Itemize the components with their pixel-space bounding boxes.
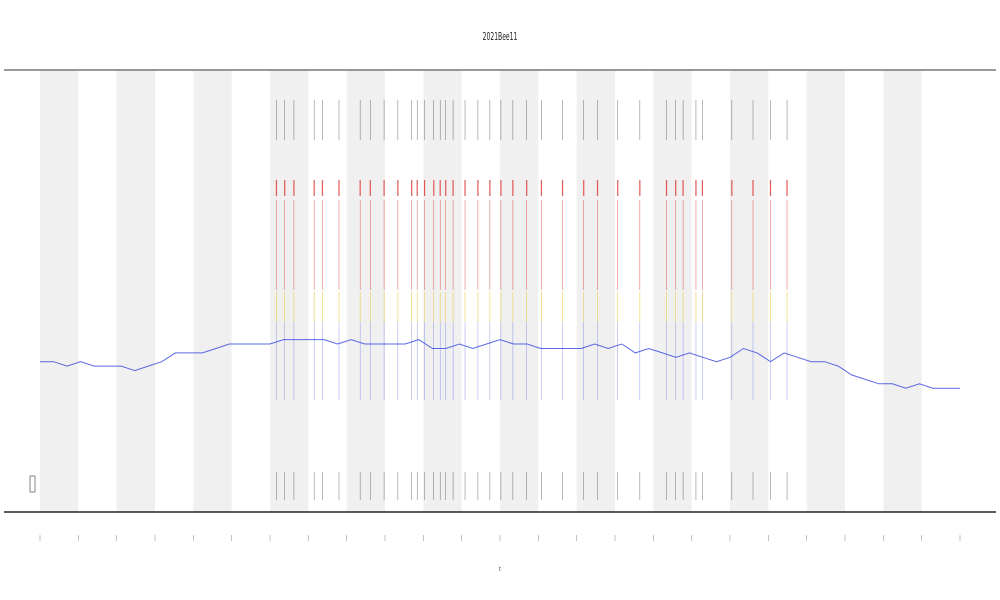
shaded-band-2 — [193, 70, 232, 512]
shaded-band-11 — [883, 70, 922, 512]
shaded-band-7 — [576, 70, 615, 512]
x-axis-ticks — [39, 535, 961, 541]
legend-box — [29, 475, 36, 493]
shaded-band-0 — [40, 70, 79, 512]
chart-title: 2021Bee11 — [482, 30, 518, 43]
shaded-band-5 — [423, 70, 462, 512]
shaded-bands — [40, 70, 922, 512]
shaded-band-3 — [270, 70, 309, 512]
event-marks — [275, 100, 788, 500]
shaded-band-8 — [653, 70, 692, 512]
x-axis-label: t — [498, 566, 502, 573]
activity-trace — [40, 339, 960, 389]
shaded-band-6 — [500, 70, 539, 512]
shaded-band-1 — [116, 70, 155, 512]
shaded-band-9 — [730, 70, 769, 512]
shaded-band-4 — [346, 70, 385, 512]
shaded-band-10 — [806, 70, 845, 512]
trace-line — [40, 339, 960, 389]
